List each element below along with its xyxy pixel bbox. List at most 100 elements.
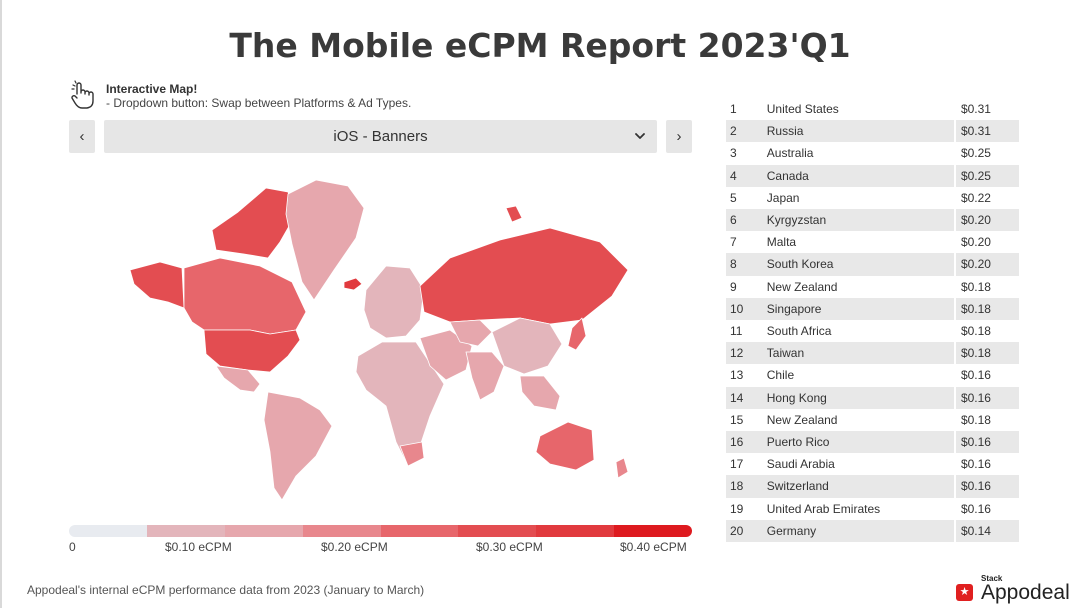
legend-tick-1: $0.10 eCPM	[165, 540, 232, 554]
rank-cell: 5	[730, 190, 737, 205]
value-cell: $0.16	[953, 497, 1019, 520]
table-row: 2 Russia $0.31	[726, 120, 1019, 143]
rank-cell: 6	[726, 209, 761, 232]
value-cell: $0.16	[953, 475, 1019, 498]
country-cell: Japan	[766, 190, 800, 205]
table-row: 20 Germany $0.14	[726, 519, 1019, 543]
rank-cell: 3	[730, 146, 737, 161]
map-region-southeast-asia[interactable]	[519, 375, 561, 411]
value-cell: $0.20	[953, 209, 1019, 232]
rank-cell: 8	[726, 253, 761, 276]
value-cell: $0.20	[953, 231, 1019, 254]
value-cell: $0.18	[953, 297, 1019, 321]
map-region-united-states[interactable]	[203, 329, 301, 373]
table-row: 10 Singapore $0.18	[726, 297, 1019, 321]
country-cell: Russia	[760, 120, 955, 143]
rank-cell: 17	[730, 457, 744, 472]
map-region-svalbard[interactable]	[505, 205, 523, 223]
next-button[interactable]: ›	[666, 120, 692, 153]
value-cell: $0.16	[953, 431, 1019, 454]
country-cell: New Zealand	[766, 279, 838, 294]
country-cell: United Arab Emirates	[766, 501, 881, 516]
map-region-canada[interactable]	[183, 257, 307, 335]
map-region-russia[interactable]	[419, 227, 629, 325]
table-row: 11 South Africa $0.18	[726, 320, 1019, 343]
world-map[interactable]	[120, 170, 640, 510]
value-cell: $0.22	[953, 186, 1019, 210]
rank-cell: 7	[730, 235, 737, 250]
rank-cell: 2	[726, 120, 761, 143]
country-cell: Kyrgyzstan	[760, 209, 955, 232]
value-cell: $0.18	[953, 275, 1019, 298]
country-cell: Singapore	[760, 297, 955, 321]
rank-cell: 4	[726, 164, 761, 187]
country-cell: Taiwan	[760, 342, 955, 365]
country-cell: United States	[766, 102, 839, 116]
legend-tick-0: 0	[69, 540, 76, 554]
dropdown-selected-value: iOS - Banners	[333, 128, 428, 145]
rank-cell: 10	[726, 297, 761, 321]
country-cell: Australia	[766, 146, 814, 161]
rank-cell: 15	[730, 412, 744, 427]
value-cell: $0.16	[953, 453, 1019, 476]
hint-text: - Dropdown button: Swap between Platform…	[106, 96, 412, 110]
rank-cell: 14	[726, 386, 761, 409]
rank-cell: 19	[730, 501, 744, 516]
previous-button[interactable]: ‹	[69, 120, 95, 153]
legend-segment	[536, 525, 615, 537]
value-cell: $0.20	[953, 253, 1019, 276]
map-region-alaska[interactable]	[129, 261, 185, 309]
rank-cell: 13	[730, 368, 744, 383]
hint-heading: Interactive Map!	[106, 82, 198, 96]
legend-segment	[224, 525, 303, 537]
value-cell: $0.31	[953, 120, 1019, 143]
map-region-south-africa[interactable]	[399, 441, 425, 467]
table-row: 9 New Zealand $0.18	[726, 275, 1019, 298]
value-cell: $0.18	[953, 320, 1019, 343]
map-region-china[interactable]	[491, 317, 563, 375]
map-region-canadian-arctic[interactable]	[211, 187, 297, 259]
table-row: 3 Australia $0.25	[726, 142, 1019, 165]
map-region-australia[interactable]	[535, 421, 595, 471]
rank-cell: 18	[726, 475, 761, 498]
table-row: 17 Saudi Arabia $0.16	[726, 453, 1019, 476]
country-cell: South Africa	[766, 324, 832, 339]
legend-segment	[380, 525, 459, 537]
footer-source-note: Appodeal's internal eCPM performance dat…	[27, 583, 425, 597]
table-row: 15 New Zealand $0.18	[726, 408, 1019, 432]
table-row: 16 Puerto Rico $0.16	[726, 431, 1019, 454]
color-scale-legend	[69, 525, 692, 537]
map-region-india[interactable]	[465, 351, 505, 401]
table-row: 1 United States $0.31	[726, 98, 1019, 121]
map-region-south-america[interactable]	[263, 391, 333, 501]
rank-cell: 11	[730, 324, 743, 339]
legend-tick-4: $0.40 eCPM	[620, 540, 687, 554]
map-region-greenland[interactable]	[285, 179, 365, 301]
table-row: 8 South Korea $0.20	[726, 253, 1019, 276]
country-cell: Chile	[766, 368, 795, 383]
brand-name: Appodeal	[981, 581, 1070, 604]
map-region-mexico[interactable]	[215, 365, 261, 393]
value-cell: $0.18	[953, 408, 1019, 432]
table-row: 14 Hong Kong $0.16	[726, 386, 1019, 409]
map-region-europe[interactable]	[363, 265, 425, 339]
value-cell: $0.16	[953, 364, 1019, 387]
platform-adtype-dropdown[interactable]: iOS - Banners	[104, 120, 657, 153]
map-region-middle-east[interactable]	[419, 329, 473, 381]
table-row: 7 Malta $0.20	[726, 231, 1019, 254]
rank-cell: 1	[730, 102, 737, 116]
value-cell: $0.16	[953, 386, 1019, 409]
country-cell: Switzerland	[760, 475, 955, 498]
map-region-central-asia[interactable]	[449, 319, 493, 347]
table-row: 13 Chile $0.16	[726, 364, 1019, 387]
map-region-japan[interactable]	[567, 317, 587, 351]
table-row: 19 United Arab Emirates $0.16	[726, 497, 1019, 520]
country-cell: Saudi Arabia	[766, 457, 835, 472]
legend-segment	[146, 525, 225, 537]
value-cell: $0.31	[953, 98, 1019, 121]
map-region-new-zealand[interactable]	[615, 457, 629, 479]
value-cell: $0.25	[953, 164, 1019, 187]
table-row: 12 Taiwan $0.18	[726, 342, 1019, 365]
legend-segment	[302, 525, 381, 537]
map-region-iceland[interactable]	[343, 277, 363, 291]
